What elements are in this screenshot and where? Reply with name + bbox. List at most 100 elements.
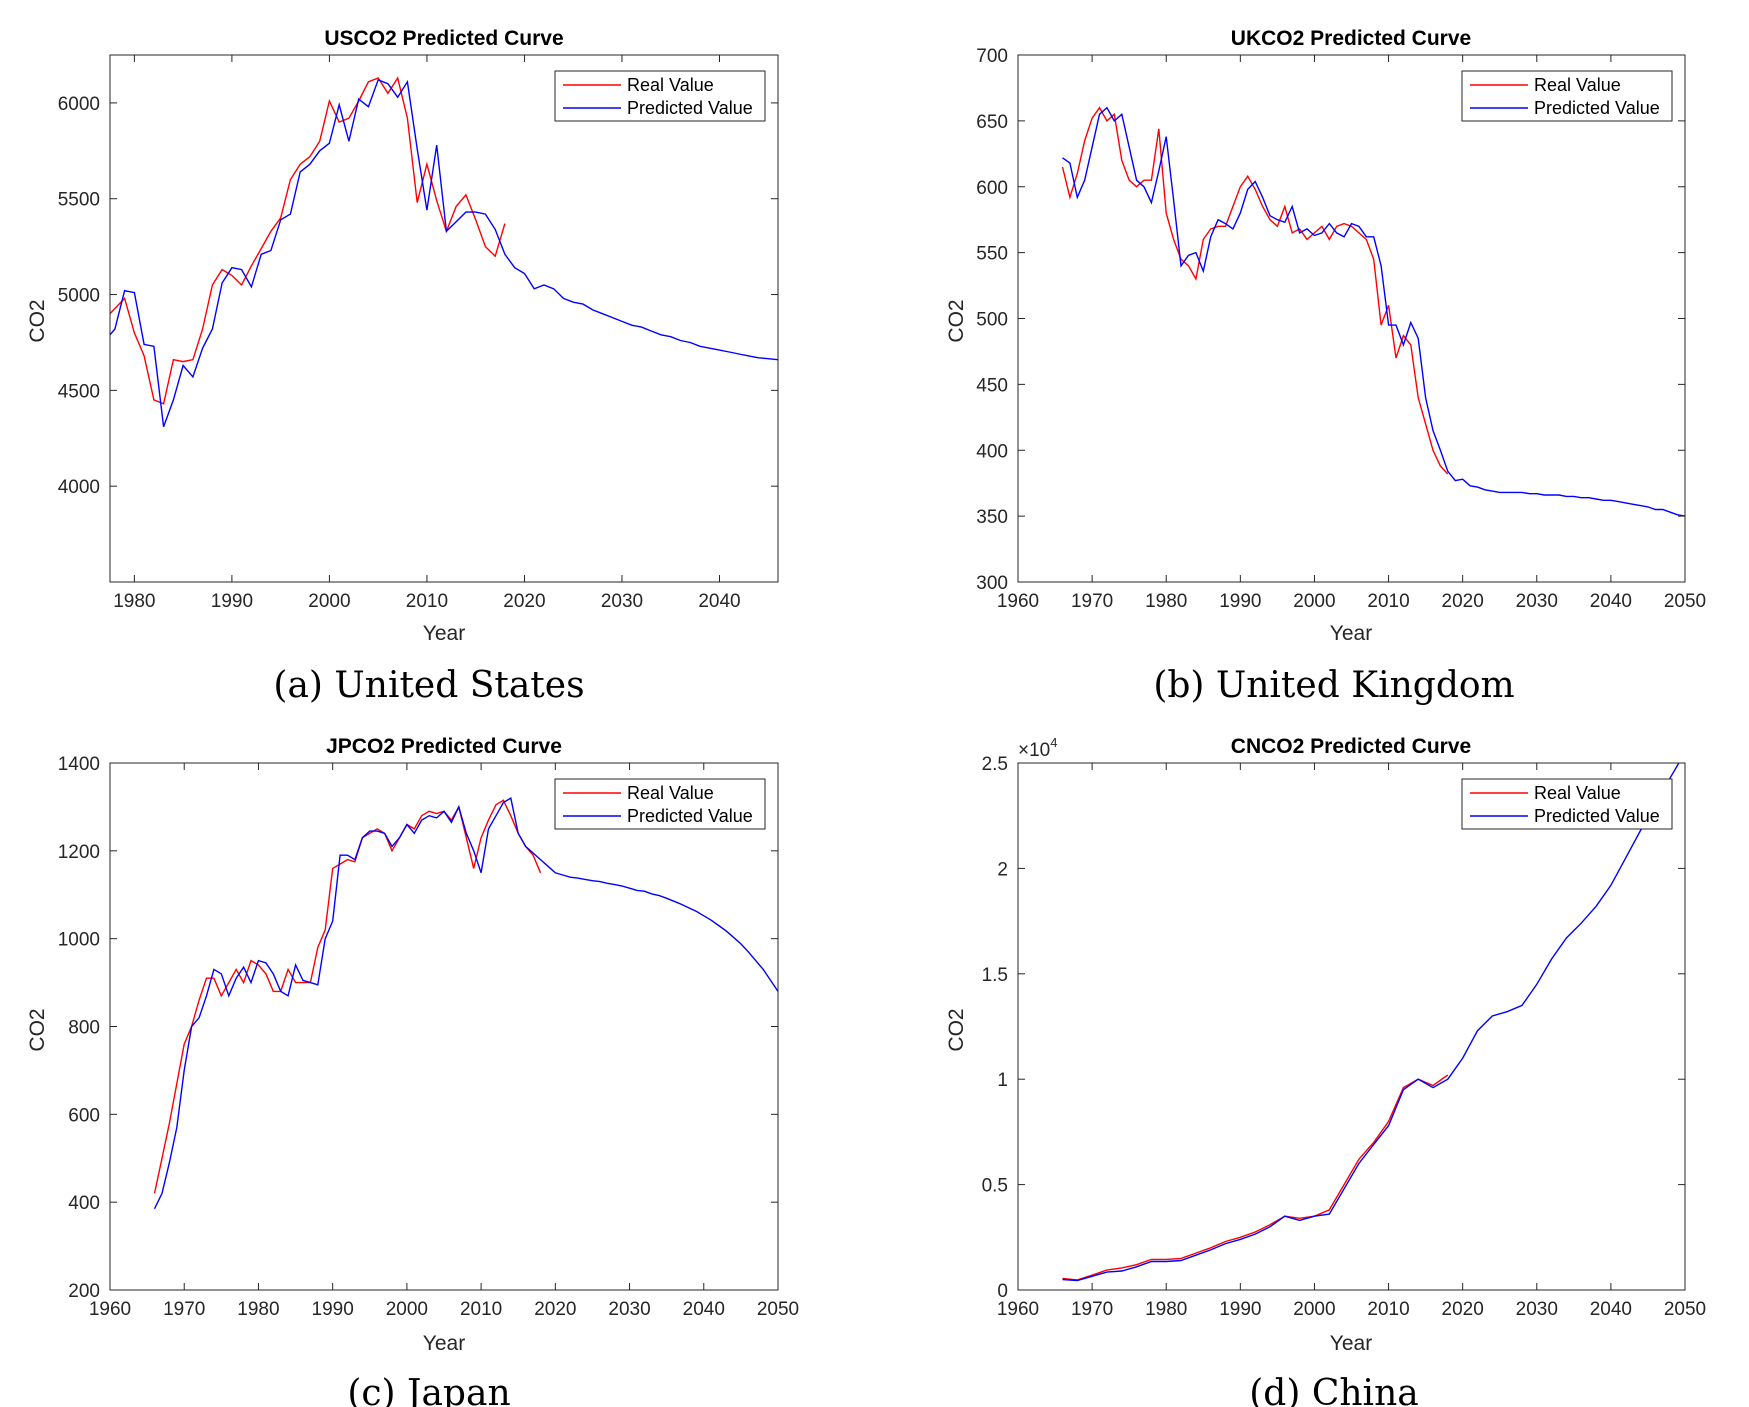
y-axis-label: CO2 [26,1008,49,1051]
chart-title: JPCO2 Predicted Curve [326,735,562,758]
y-tick-label: 6000 [58,94,100,115]
x-tick-label: 1990 [211,591,253,612]
x-tick-label: 1960 [997,591,1039,612]
x-tick-label: 2040 [683,1299,725,1320]
x-tick-label: 2020 [1442,1299,1484,1320]
y-tick-label: 1000 [58,930,100,951]
y-tick-label: 1 [997,1070,1008,1091]
panel-united-kingdom: UKCO2 Predicted Curve Year CO2 (b) Unite… [945,27,1706,706]
x-tick-label: 1980 [113,591,155,612]
x-tick-label: 2020 [534,1299,576,1320]
x-tick-label: 2020 [503,591,545,612]
y-tick-label: 350 [976,507,1008,528]
y-tick-label: 2.5 [982,754,1008,775]
x-tick-label: 2010 [406,591,448,612]
y-tick-label: 0 [997,1281,1008,1302]
series-line-real-value [110,76,506,405]
panel-japan: JPCO2 Predicted Curve Year CO2 (c) Japan… [26,735,799,1407]
legend-box [1461,778,1673,830]
x-tick-label: 2000 [308,591,350,612]
x-tick-label: 2030 [1516,591,1558,612]
legend-label: Predicted Value [1534,806,1660,826]
y-tick-label: 4000 [58,477,100,498]
legend: Real Value Predicted Value [1461,70,1673,122]
y-tick-label: 400 [976,441,1008,462]
plot-area [110,763,778,1290]
axis-multiplier: ×104 [1018,735,1057,761]
x-axis-label: Year [1330,1332,1372,1355]
y-tick-label: 1400 [58,754,100,775]
chart-title: CNCO2 Predicted Curve [1231,735,1471,758]
x-tick-label: 1990 [312,1299,354,1320]
x-tick-label: 2000 [1293,1299,1335,1320]
x-tick-label: 1960 [997,1299,1039,1320]
panel-china: CNCO2 Predicted Curve Year CO2 (d) China… [945,735,1706,1407]
x-tick-label: 1980 [1145,1299,1187,1320]
plot-area [110,55,778,582]
plot-area [1018,763,1685,1290]
y-tick-label: 0.5 [982,1176,1008,1197]
x-tick-label: 2030 [601,591,643,612]
y-tick-label: 600 [68,1105,100,1126]
legend-label: Real Value [1534,783,1621,803]
panel-caption: (a) United States [273,665,584,706]
y-tick-label: 600 [976,178,1008,199]
x-tick-label: 2050 [1664,1299,1706,1320]
x-tick-label: 2010 [1367,591,1409,612]
legend-label: Predicted Value [627,98,753,118]
y-axis-label: CO2 [26,299,49,342]
x-tick-label: 2050 [757,1299,799,1320]
legend: Real Value Predicted Value [1461,778,1673,830]
series-line-real-value [1061,106,1449,475]
y-tick-label: 1200 [58,842,100,863]
panel-caption: (d) China [1249,1373,1418,1407]
x-tick-label: 1970 [1071,1299,1113,1320]
series-line-predicted-value [1062,763,1680,1282]
legend: Real Value Predicted Value [554,778,766,830]
x-tick-label: 2000 [386,1299,428,1320]
y-tick-label: 2 [997,859,1008,880]
panel-caption: (c) Japan [347,1373,510,1407]
x-tick-label: 2020 [1442,591,1484,612]
y-tick-label: 200 [68,1281,100,1302]
x-tick-label: 1970 [163,1299,205,1320]
x-axis-label: Year [423,1332,465,1355]
y-tick-label: 5000 [58,286,100,307]
x-tick-label: 1970 [1071,591,1113,612]
plot-area [1018,55,1685,582]
x-axis-label: Year [1330,622,1372,645]
x-tick-label: 2000 [1293,591,1335,612]
y-tick-label: 400 [68,1193,100,1214]
legend-label: Real Value [627,75,714,95]
y-tick-label: 4500 [58,381,100,402]
axes-frame [1017,762,1686,1291]
series-line-predicted-value [153,796,778,1210]
axes-frame [109,54,779,583]
y-tick-label: 450 [976,375,1008,396]
y-tick-label: 650 [976,112,1008,133]
legend-label: Real Value [1534,75,1621,95]
y-tick-label: 550 [976,244,1008,265]
series-line-predicted-value [1062,106,1685,517]
chart-title: UKCO2 Predicted Curve [1231,27,1471,50]
x-tick-label: 1980 [1145,591,1187,612]
x-tick-label: 1960 [89,1299,131,1320]
panel-united-states: USCO2 Predicted Curve Year CO2 (a) Unite… [26,27,779,706]
panel-caption: (b) United Kingdom [1153,665,1514,706]
x-tick-label: 2040 [698,591,740,612]
y-tick-label: 5500 [58,190,100,211]
y-tick-label: 700 [976,46,1008,67]
x-tick-label: 2040 [1590,1299,1632,1320]
y-tick-label: 500 [976,310,1008,331]
legend-label: Predicted Value [1534,98,1660,118]
x-tick-label: 2030 [608,1299,650,1320]
y-axis-label: CO2 [945,1008,968,1051]
legend-label: Real Value [627,783,714,803]
y-axis-label: CO2 [945,299,968,342]
legend-box [554,778,766,830]
series-line-predicted-value [110,78,778,428]
x-tick-label: 1990 [1219,591,1261,612]
y-tick-label: 1.5 [982,965,1008,986]
y-tick-label: 800 [68,1018,100,1039]
